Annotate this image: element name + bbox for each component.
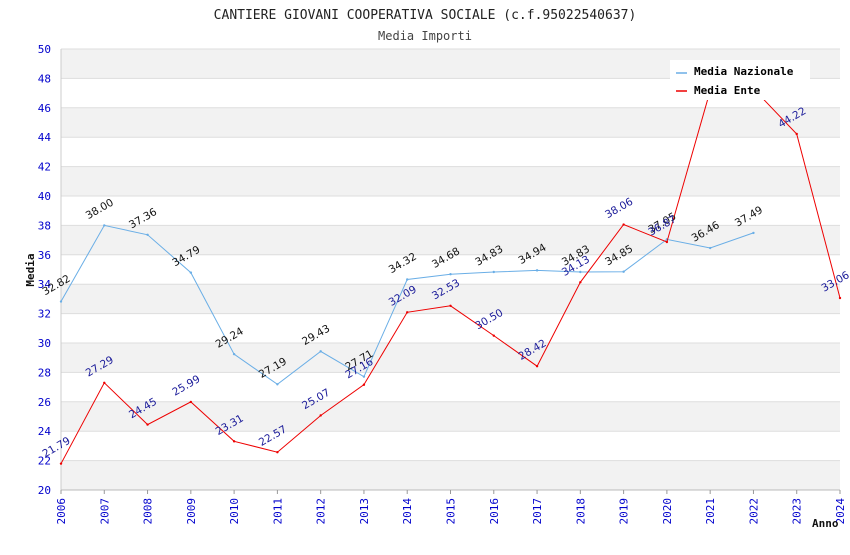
- data-point-media-ente: [190, 401, 192, 403]
- data-point-media-nazionale: [449, 273, 451, 275]
- data-point-media-ente: [449, 305, 451, 307]
- data-point-media-nazionale: [536, 269, 538, 271]
- y-tick-label: 48: [38, 72, 51, 85]
- grid-band: [61, 167, 840, 196]
- y-tick-label: 40: [38, 190, 51, 203]
- x-tick-label: 2012: [315, 498, 328, 525]
- data-point-media-ente: [622, 223, 624, 225]
- x-tick-label: 2019: [618, 498, 631, 525]
- x-tick-label: 2017: [531, 498, 544, 525]
- x-tick-label: 2009: [185, 498, 198, 525]
- grid-band: [61, 343, 840, 372]
- data-point-media-nazionale: [493, 271, 495, 273]
- y-tick-label: 42: [38, 161, 51, 174]
- x-tick-label: 2021: [704, 498, 717, 525]
- data-label-media-ente: 25.99: [170, 373, 202, 398]
- y-tick-label: 28: [38, 366, 51, 379]
- x-tick-label: 2006: [55, 498, 68, 525]
- data-point-media-ente: [536, 365, 538, 367]
- data-point-media-nazionale: [233, 353, 235, 355]
- data-label-media-ente: 21.79: [41, 435, 73, 460]
- chart-title: CANTIERE GIOVANI COOPERATIVA SOCIALE (c.…: [214, 8, 637, 23]
- data-point-media-nazionale: [752, 232, 754, 234]
- y-tick-label: 38: [38, 219, 51, 232]
- x-axis-label: Anno: [812, 517, 839, 530]
- y-tick-label: 24: [38, 425, 52, 438]
- x-tick-label: 2015: [445, 498, 458, 525]
- data-point-media-nazionale: [190, 271, 192, 273]
- legend: Media Nazionale Media Ente: [670, 60, 810, 100]
- chart-subtitle: Media Importi: [378, 29, 472, 43]
- data-point-media-ente: [363, 384, 365, 386]
- y-tick-label: 26: [38, 396, 51, 409]
- data-label-media-ente: 38.06: [603, 196, 635, 222]
- x-tick-label: 2007: [98, 498, 111, 525]
- y-tick-label: 44: [38, 131, 52, 144]
- y-tick-label: 46: [38, 102, 51, 115]
- data-point-media-nazionale: [319, 350, 321, 352]
- x-tick-label: 2020: [661, 498, 674, 525]
- y-tick-label: 50: [38, 43, 51, 56]
- x-tick-label: 2018: [574, 498, 587, 525]
- data-point-media-ente: [406, 311, 408, 313]
- x-tick-label: 2010: [228, 498, 241, 525]
- grid-band: [61, 108, 840, 137]
- data-point-media-ente: [146, 423, 148, 425]
- data-point-media-ente: [276, 451, 278, 453]
- x-tick-label: 2016: [488, 498, 501, 525]
- data-point-media-ente: [839, 297, 841, 299]
- data-point-media-nazionale: [60, 300, 62, 302]
- y-tick-label: 30: [38, 337, 51, 350]
- x-tick-label: 2011: [271, 498, 284, 525]
- data-point-media-ente: [103, 382, 105, 384]
- legend-label-media-ente: Media Ente: [694, 84, 761, 97]
- data-point-media-nazionale: [363, 375, 365, 377]
- data-point-media-ente: [796, 133, 798, 135]
- data-point-media-ente: [493, 334, 495, 336]
- x-tick-label: 2008: [142, 498, 155, 525]
- y-axis-label: Media: [24, 253, 37, 286]
- legend-label-media-nazionale: Media Nazionale: [694, 65, 794, 78]
- data-point-media-ente: [60, 462, 62, 464]
- data-point-media-nazionale: [103, 224, 105, 226]
- grid-band: [61, 461, 840, 490]
- x-tick-label: 2014: [401, 498, 414, 525]
- data-point-media-nazionale: [579, 271, 581, 273]
- data-point-media-nazionale: [146, 234, 148, 236]
- grid-band: [61, 402, 840, 431]
- data-label-media-nazionale: 38.00: [84, 197, 116, 222]
- data-point-media-nazionale: [622, 271, 624, 273]
- x-tick-label: 2023: [791, 498, 804, 525]
- data-point-media-ente: [319, 414, 321, 416]
- x-tick-label: 2022: [747, 498, 760, 525]
- data-point-media-ente: [579, 281, 581, 283]
- data-point-media-nazionale: [276, 383, 278, 385]
- y-tick-label: 36: [38, 249, 51, 262]
- x-tick-label: 2013: [358, 498, 371, 525]
- data-point-media-ente: [233, 440, 235, 442]
- data-point-media-nazionale: [709, 247, 711, 249]
- y-tick-label: 20: [38, 484, 51, 497]
- y-tick-label: 32: [38, 308, 51, 321]
- grid: [61, 49, 840, 490]
- data-point-media-nazionale: [406, 278, 408, 280]
- data-point-media-ente: [666, 241, 668, 243]
